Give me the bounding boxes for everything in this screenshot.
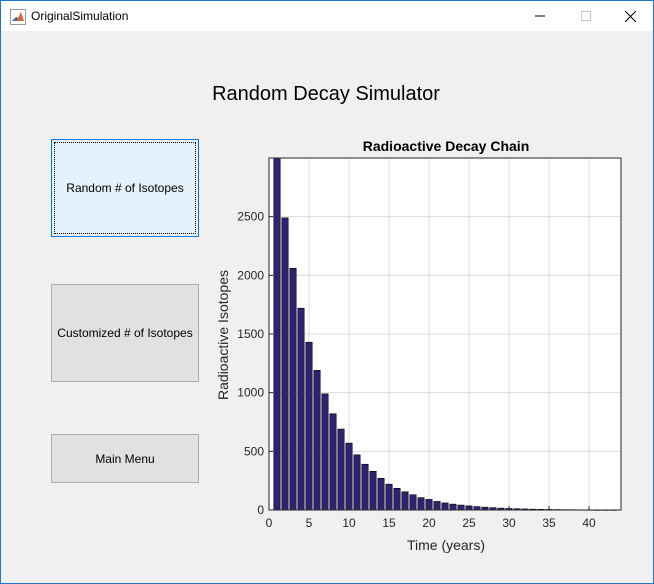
bar xyxy=(305,341,313,511)
bar xyxy=(449,503,457,511)
bar xyxy=(273,157,281,511)
bar xyxy=(401,491,409,511)
x-tick-label: 30 xyxy=(502,516,516,530)
bar xyxy=(473,506,481,511)
y-tick-label: 2000 xyxy=(237,268,264,282)
y-tick-label: 1500 xyxy=(237,327,264,341)
minimize-icon xyxy=(535,15,545,17)
title-bar: OriginalSimulation xyxy=(1,1,653,31)
x-tick-label: 20 xyxy=(422,516,436,530)
x-tick-label: 5 xyxy=(306,516,313,530)
close-icon xyxy=(624,10,636,22)
bar xyxy=(321,393,329,511)
x-tick-label: 35 xyxy=(542,516,556,530)
y-tick-label: 2500 xyxy=(237,210,264,224)
maximize-icon xyxy=(581,11,591,21)
bar xyxy=(433,501,441,511)
minimize-button[interactable] xyxy=(517,1,563,31)
bar xyxy=(337,428,345,511)
bar xyxy=(441,502,449,511)
bar xyxy=(345,442,353,511)
bar xyxy=(353,454,361,511)
bar xyxy=(313,370,321,511)
x-tick-label: 15 xyxy=(382,516,396,530)
bar xyxy=(281,217,289,511)
x-tick-label: 0 xyxy=(266,516,273,530)
y-tick-label: 0 xyxy=(257,503,264,517)
x-axis-label: Time (years) xyxy=(407,537,485,553)
bar xyxy=(377,478,385,511)
page-title: Random Decay Simulator xyxy=(212,83,440,105)
x-tick-label: 40 xyxy=(582,516,596,530)
random-isotopes-button[interactable]: Random # of Isotopes xyxy=(51,139,199,237)
y-tick-label: 1000 xyxy=(237,386,264,400)
customized-isotopes-button[interactable]: Customized # of Isotopes xyxy=(51,284,199,382)
y-axis-label: Radioactive Isotopes xyxy=(215,270,231,400)
chart-title: Radioactive Decay Chain xyxy=(363,138,530,154)
bar xyxy=(361,463,369,511)
bar xyxy=(393,487,401,511)
bar xyxy=(289,267,297,511)
bar xyxy=(417,497,425,511)
y-tick-label: 500 xyxy=(244,444,264,458)
x-tick-label: 25 xyxy=(462,516,476,530)
bar xyxy=(329,413,337,511)
close-button[interactable] xyxy=(607,1,653,31)
bar xyxy=(297,307,305,511)
window-title: OriginalSimulation xyxy=(31,9,129,23)
main-menu-button[interactable]: Main Menu xyxy=(51,434,199,483)
bar xyxy=(457,504,465,511)
matlab-icon xyxy=(10,9,26,25)
x-tick-label: 10 xyxy=(342,516,356,530)
bar xyxy=(409,494,417,511)
bar xyxy=(369,470,377,511)
maximize-button[interactable] xyxy=(563,1,609,31)
